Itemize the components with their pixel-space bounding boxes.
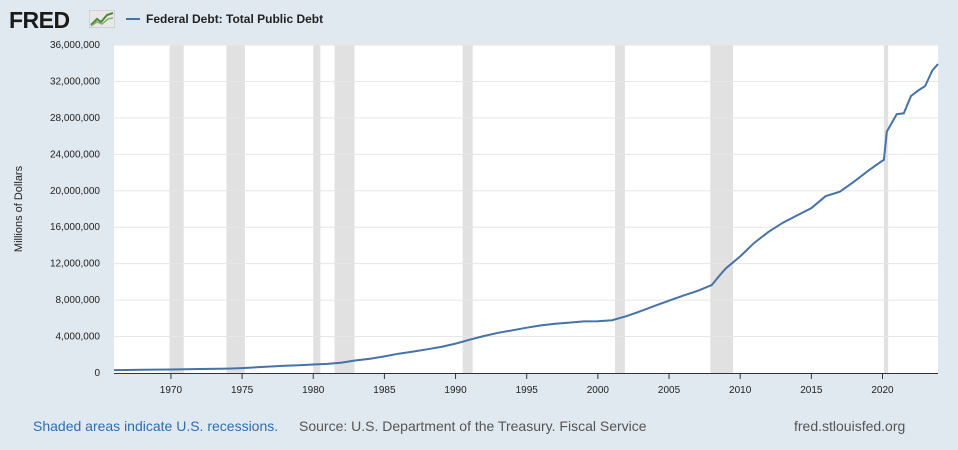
- y-tick-label: 4,000,000: [56, 332, 101, 343]
- x-tick-label: 1980: [302, 385, 325, 396]
- gridlines: [114, 44, 938, 338]
- x-tick-label: 1970: [160, 385, 183, 396]
- recession-band: [226, 45, 245, 373]
- chart-legend[interactable]: Federal Debt: Total Public Debt: [126, 12, 323, 26]
- recession-bands: [169, 45, 889, 373]
- y-tick-label: 28,000,000: [50, 113, 100, 124]
- recession-band: [462, 45, 473, 373]
- y-tick-label: 36,000,000: [50, 40, 100, 51]
- x-tick-label: 1985: [373, 385, 396, 396]
- series-line-federal-debt[interactable]: [113, 63, 939, 372]
- line-chart: 0 4,000,000 8,000,000 12,000,000 16,000,000 2…: [13, 40, 939, 396]
- y-tick-label: 12,000,000: [50, 259, 100, 270]
- y-axis-ticks: 0 4,000,000 8,000,000 12,000,000 16,000,000 2…: [50, 40, 101, 379]
- legend-label: Federal Debt: Total Public Debt: [146, 12, 324, 26]
- x-tick-label: 1975: [231, 385, 254, 396]
- line-chart-icon: [89, 10, 115, 28]
- y-tick-label: 32,000,000: [50, 76, 100, 87]
- chart-footer: Shaded areas indicate U.S. recessions. S…: [0, 418, 958, 438]
- x-axis-ticks: 1970 1975 1980 1985 1990 1995 2000 2005 2010 2015…: [114, 373, 938, 396]
- y-tick-label: 24,000,000: [50, 149, 100, 160]
- x-tick-label: 2005: [658, 385, 681, 396]
- y-axis-title: Millions of Dollars: [13, 165, 25, 252]
- site-url: fred.stlouisfed.org: [794, 418, 906, 434]
- y-tick-label: 16,000,000: [50, 222, 100, 233]
- recession-note-link[interactable]: Shaded areas indicate U.S. recessions.: [33, 418, 279, 434]
- legend-line-swatch: [126, 17, 140, 20]
- recession-band: [313, 45, 321, 373]
- x-tick-label: 1995: [516, 385, 539, 396]
- y-tick-label: 20,000,000: [50, 186, 100, 197]
- x-tick-label: 2020: [871, 385, 894, 396]
- recession-band: [883, 45, 889, 373]
- recession-band: [334, 45, 355, 373]
- y-tick-label: 8,000,000: [56, 295, 101, 306]
- y-tick-label: 0: [94, 368, 100, 379]
- x-tick-label: 1990: [444, 385, 467, 396]
- recession-band: [614, 45, 625, 373]
- recession-band: [169, 45, 184, 373]
- fred-logo[interactable]: FRED: [9, 7, 70, 33]
- chart-header: FRED Federal Debt: Total Public Debt: [0, 0, 958, 40]
- x-tick-label: 2000: [587, 385, 610, 396]
- x-tick-label: 2010: [729, 385, 752, 396]
- recession-band: [710, 45, 734, 373]
- x-tick-label: 2015: [800, 385, 823, 396]
- source-text: Source: U.S. Department of the Treasury.…: [299, 418, 647, 434]
- plot-area: [114, 45, 938, 373]
